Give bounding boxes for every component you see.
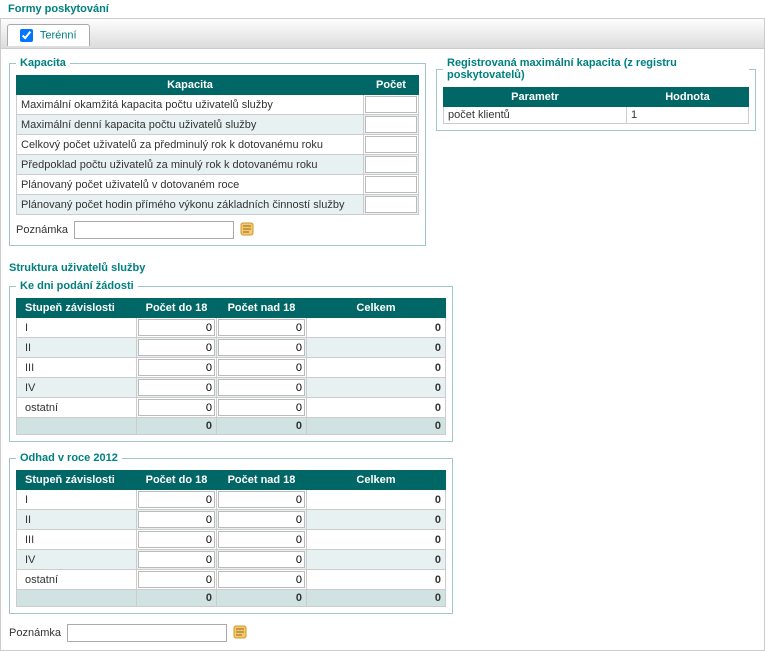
kapacita-row-label: Předpoklad počtu uživatelů za minulý rok… [17, 155, 364, 175]
kapacita-row-input[interactable] [365, 196, 417, 213]
kapacita-table: Kapacita Počet Maximální okamžitá kapaci… [16, 75, 419, 215]
reg-param: počet klientů [444, 107, 627, 124]
struct-nad18-input[interactable] [218, 319, 305, 336]
struct-celkem: 0 [307, 550, 446, 570]
kapacita-legend: Kapacita [16, 57, 70, 69]
kapacita-note-input[interactable] [74, 221, 234, 239]
struct-celkem: 0 [307, 510, 446, 530]
kapacita-row-input[interactable] [365, 116, 417, 133]
struct-row-label: IV [17, 378, 137, 398]
s2-h3: Počet nad 18 [217, 471, 307, 490]
struct-nad18-input[interactable] [218, 379, 305, 396]
struktura-title: Struktura uživatelů služby [9, 262, 756, 274]
s2-h1: Stupeň závislosti [17, 471, 137, 490]
s-h3: Počet nad 18 [217, 299, 307, 318]
struktura-note-input[interactable] [67, 624, 227, 642]
struct-nad18-input[interactable] [218, 399, 305, 416]
registrovana-fieldset: Registrovaná maximální kapacita (z regis… [436, 57, 756, 131]
struct-celkem: 0 [307, 338, 446, 358]
kapacita-fieldset: Kapacita Kapacita Počet Maximální okamži… [9, 57, 426, 246]
registrovana-legend: Registrovaná maximální kapacita (z regis… [443, 57, 749, 81]
kapacita-row-label: Plánovaný počet uživatelů v dotovaném ro… [17, 175, 364, 195]
kapacita-row-label: Plánovaný počet hodin přímého výkonu zák… [17, 195, 364, 215]
struct-do18-input[interactable] [138, 511, 215, 528]
kapacita-row-input[interactable] [365, 136, 417, 153]
kapacita-row-input[interactable] [365, 176, 417, 193]
struct-footer-celkem: 0 [307, 418, 446, 435]
s-h2: Počet do 18 [137, 299, 217, 318]
struktura1-fieldset: Ke dni podání žádosti Stupeň závislosti … [9, 280, 453, 442]
struktura2-table: Stupeň závislosti Počet do 18 Počet nad … [16, 470, 446, 607]
note-icon[interactable] [240, 222, 254, 239]
struct-footer-do18: 0 [137, 418, 217, 435]
struct-do18-input[interactable] [138, 339, 215, 356]
struct-celkem: 0 [307, 318, 446, 338]
kapacita-row-label: Maximální denní kapacita počtu uživatelů… [17, 115, 364, 135]
registrovana-table: Parametr Hodnota počet klientů 1 [443, 87, 749, 124]
struct-nad18-input[interactable] [218, 531, 305, 548]
struct-do18-input[interactable] [138, 359, 215, 376]
tab-terenni[interactable]: Terénní [7, 24, 90, 46]
struct-do18-input[interactable] [138, 491, 215, 508]
struct-footer-celkem: 0 [307, 590, 446, 607]
reg-h2: Hodnota [627, 88, 749, 107]
struct-celkem: 0 [307, 490, 446, 510]
reg-h1: Parametr [444, 88, 627, 107]
struktura1-table: Stupeň závislosti Počet do 18 Počet nad … [16, 298, 446, 435]
struct-do18-input[interactable] [138, 571, 215, 588]
s-h1: Stupeň závislosti [17, 299, 137, 318]
struct-row-label: IV [17, 550, 137, 570]
kapacita-row-label: Celkový počet uživatelů za předminulý ro… [17, 135, 364, 155]
struct-footer-nad18: 0 [217, 590, 307, 607]
kapacita-h2: Počet [364, 76, 419, 95]
kapacita-row-label: Maximální okamžitá kapacita počtu uživat… [17, 95, 364, 115]
struktura-note-label: Poznámka [9, 627, 61, 639]
struct-do18-input[interactable] [138, 379, 215, 396]
s-h4: Celkem [307, 299, 446, 318]
struct-row-label: II [17, 510, 137, 530]
struct-do18-input[interactable] [138, 399, 215, 416]
struct-do18-input[interactable] [138, 319, 215, 336]
s2-h2: Počet do 18 [137, 471, 217, 490]
struct-row-label: III [17, 358, 137, 378]
struktura2-fieldset: Odhad v roce 2012 Stupeň závislosti Poče… [9, 452, 453, 614]
struct-celkem: 0 [307, 378, 446, 398]
struct-nad18-input[interactable] [218, 491, 305, 508]
struct-row-label: ostatní [17, 398, 137, 418]
struct-celkem: 0 [307, 398, 446, 418]
struct-footer-do18: 0 [137, 590, 217, 607]
struct-nad18-input[interactable] [218, 339, 305, 356]
struct-celkem: 0 [307, 358, 446, 378]
note-icon-2[interactable] [233, 625, 247, 642]
tab-bar: Terénní [0, 19, 765, 49]
s2-h4: Celkem [307, 471, 446, 490]
kapacita-row-input[interactable] [365, 96, 417, 113]
struct-row-label: II [17, 338, 137, 358]
struct-nad18-input[interactable] [218, 511, 305, 528]
content: Kapacita Kapacita Počet Maximální okamži… [0, 49, 765, 651]
tab-label: Terénní [40, 29, 77, 41]
struct-celkem: 0 [307, 530, 446, 550]
struct-nad18-input[interactable] [218, 551, 305, 568]
struct-nad18-input[interactable] [218, 359, 305, 376]
kapacita-h1: Kapacita [17, 76, 364, 95]
struct-row-label: I [17, 490, 137, 510]
struktura2-legend: Odhad v roce 2012 [16, 452, 122, 464]
struct-row-label: III [17, 530, 137, 550]
struct-nad18-input[interactable] [218, 571, 305, 588]
struct-do18-input[interactable] [138, 551, 215, 568]
page-title: Formy poskytování [0, 0, 765, 19]
kapacita-note-label: Poznámka [16, 224, 68, 236]
struct-do18-input[interactable] [138, 531, 215, 548]
kapacita-row-input[interactable] [365, 156, 417, 173]
reg-hodnota: 1 [627, 107, 749, 124]
struct-row-label: ostatní [17, 570, 137, 590]
struct-row-label: I [17, 318, 137, 338]
struct-celkem: 0 [307, 570, 446, 590]
tab-checkbox[interactable] [20, 29, 33, 42]
struktura1-legend: Ke dni podání žádosti [16, 280, 138, 292]
struct-footer-nad18: 0 [217, 418, 307, 435]
